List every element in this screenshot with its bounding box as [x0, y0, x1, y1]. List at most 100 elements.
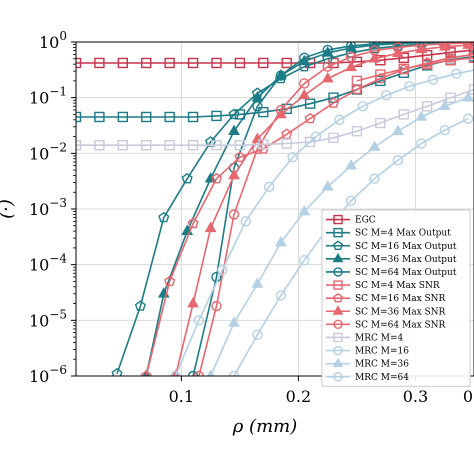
data-point [187, 370, 199, 376]
data-point [164, 111, 175, 123]
data-point [392, 42, 404, 53]
data-point [439, 125, 450, 136]
legend-entry: SC M=4 Max SNR [326, 280, 440, 291]
data-point [228, 209, 240, 220]
data-point [345, 51, 357, 63]
data-point [398, 63, 410, 75]
legend-label: EGC [355, 216, 376, 226]
data-point [427, 74, 439, 85]
data-point [445, 47, 456, 58]
data-point [332, 357, 344, 368]
data-point [76, 111, 82, 123]
data-point [228, 108, 240, 120]
data-point [304, 112, 316, 124]
series-sc-m-16-max-snr [140, 48, 474, 376]
data-point [398, 52, 409, 64]
data-point [369, 42, 380, 49]
data-point [351, 125, 363, 137]
data-point [164, 139, 175, 151]
data-point [333, 280, 343, 290]
data-point [206, 369, 215, 376]
data-point [94, 57, 105, 69]
series-sc-m-36-max-snr [171, 42, 474, 376]
series-egc [76, 44, 474, 69]
data-point [415, 110, 428, 121]
legend-label: SC M=16 Max Output [355, 242, 457, 252]
data-point [421, 57, 433, 68]
data-point [258, 57, 269, 69]
data-point [171, 369, 180, 376]
y-tick-label: 10−5 [29, 307, 67, 330]
data-point [234, 151, 246, 163]
data-point [398, 109, 409, 120]
data-point [333, 267, 343, 277]
data-point [187, 57, 199, 69]
legend-label: SC M=64 Max Output [355, 268, 457, 278]
legend-entry: SC M=4 Max Output [326, 227, 451, 239]
data-point [251, 91, 264, 102]
series-layer [76, 42, 474, 376]
data-point [445, 55, 456, 66]
series-line [145, 53, 474, 376]
data-point [187, 296, 199, 308]
y-tick-label: 10−3 [29, 196, 67, 219]
data-point [322, 61, 333, 72]
data-point [332, 305, 344, 315]
data-point [345, 159, 357, 170]
data-point [117, 139, 129, 151]
series-line [209, 96, 469, 376]
data-point [333, 345, 343, 356]
legend-entry: SC M=64 Max Output [326, 267, 457, 278]
data-point [76, 139, 82, 151]
data-point [158, 211, 170, 223]
data-point [141, 57, 152, 69]
data-point [187, 217, 199, 229]
data-point [275, 290, 287, 301]
data-point [392, 124, 404, 135]
data-point [416, 42, 427, 51]
data-point [332, 240, 344, 251]
data-point [304, 136, 316, 148]
data-point [345, 195, 357, 207]
series-mrc-m-16 [170, 68, 474, 376]
data-point [369, 173, 380, 184]
series-line [233, 117, 469, 376]
data-point [141, 139, 152, 151]
data-point [375, 117, 386, 129]
data-point [381, 90, 392, 101]
data-point [322, 44, 333, 56]
data-point [462, 113, 474, 124]
data-point [275, 104, 287, 116]
data-point [468, 44, 474, 56]
data-point [193, 370, 205, 376]
data-point [404, 81, 415, 92]
data-point [210, 172, 223, 184]
data-point [333, 332, 343, 343]
legend-entry: SC M=16 Max SNR [326, 292, 446, 304]
data-point [421, 101, 433, 112]
data-point [333, 227, 343, 238]
y-tick-label: 10−2 [29, 140, 67, 163]
data-point [275, 70, 287, 81]
data-point [252, 329, 263, 340]
data-point [445, 92, 456, 103]
series-line [198, 42, 469, 376]
data-point [234, 139, 246, 151]
legend-entry: SC M=64 Max SNR [326, 319, 446, 330]
legend-label: MRC M=36 [355, 360, 409, 370]
data-point [140, 370, 152, 376]
data-point [240, 216, 251, 227]
data-point [281, 138, 292, 149]
legend: EGC SC M=4 Max Output SC M=16 Max Output SC… [321, 209, 471, 387]
series-mrc-m-36 [206, 91, 474, 376]
data-point [299, 78, 310, 89]
legend-label: SC M=4 Max Output [355, 229, 451, 239]
data-point [263, 181, 275, 193]
data-point [234, 57, 246, 69]
data-point [141, 111, 152, 123]
data-point [438, 99, 451, 111]
data-point [281, 128, 293, 140]
legend-label: SC M=36 Max Output [355, 255, 457, 265]
legend-label: MRC M=4 [355, 333, 403, 343]
